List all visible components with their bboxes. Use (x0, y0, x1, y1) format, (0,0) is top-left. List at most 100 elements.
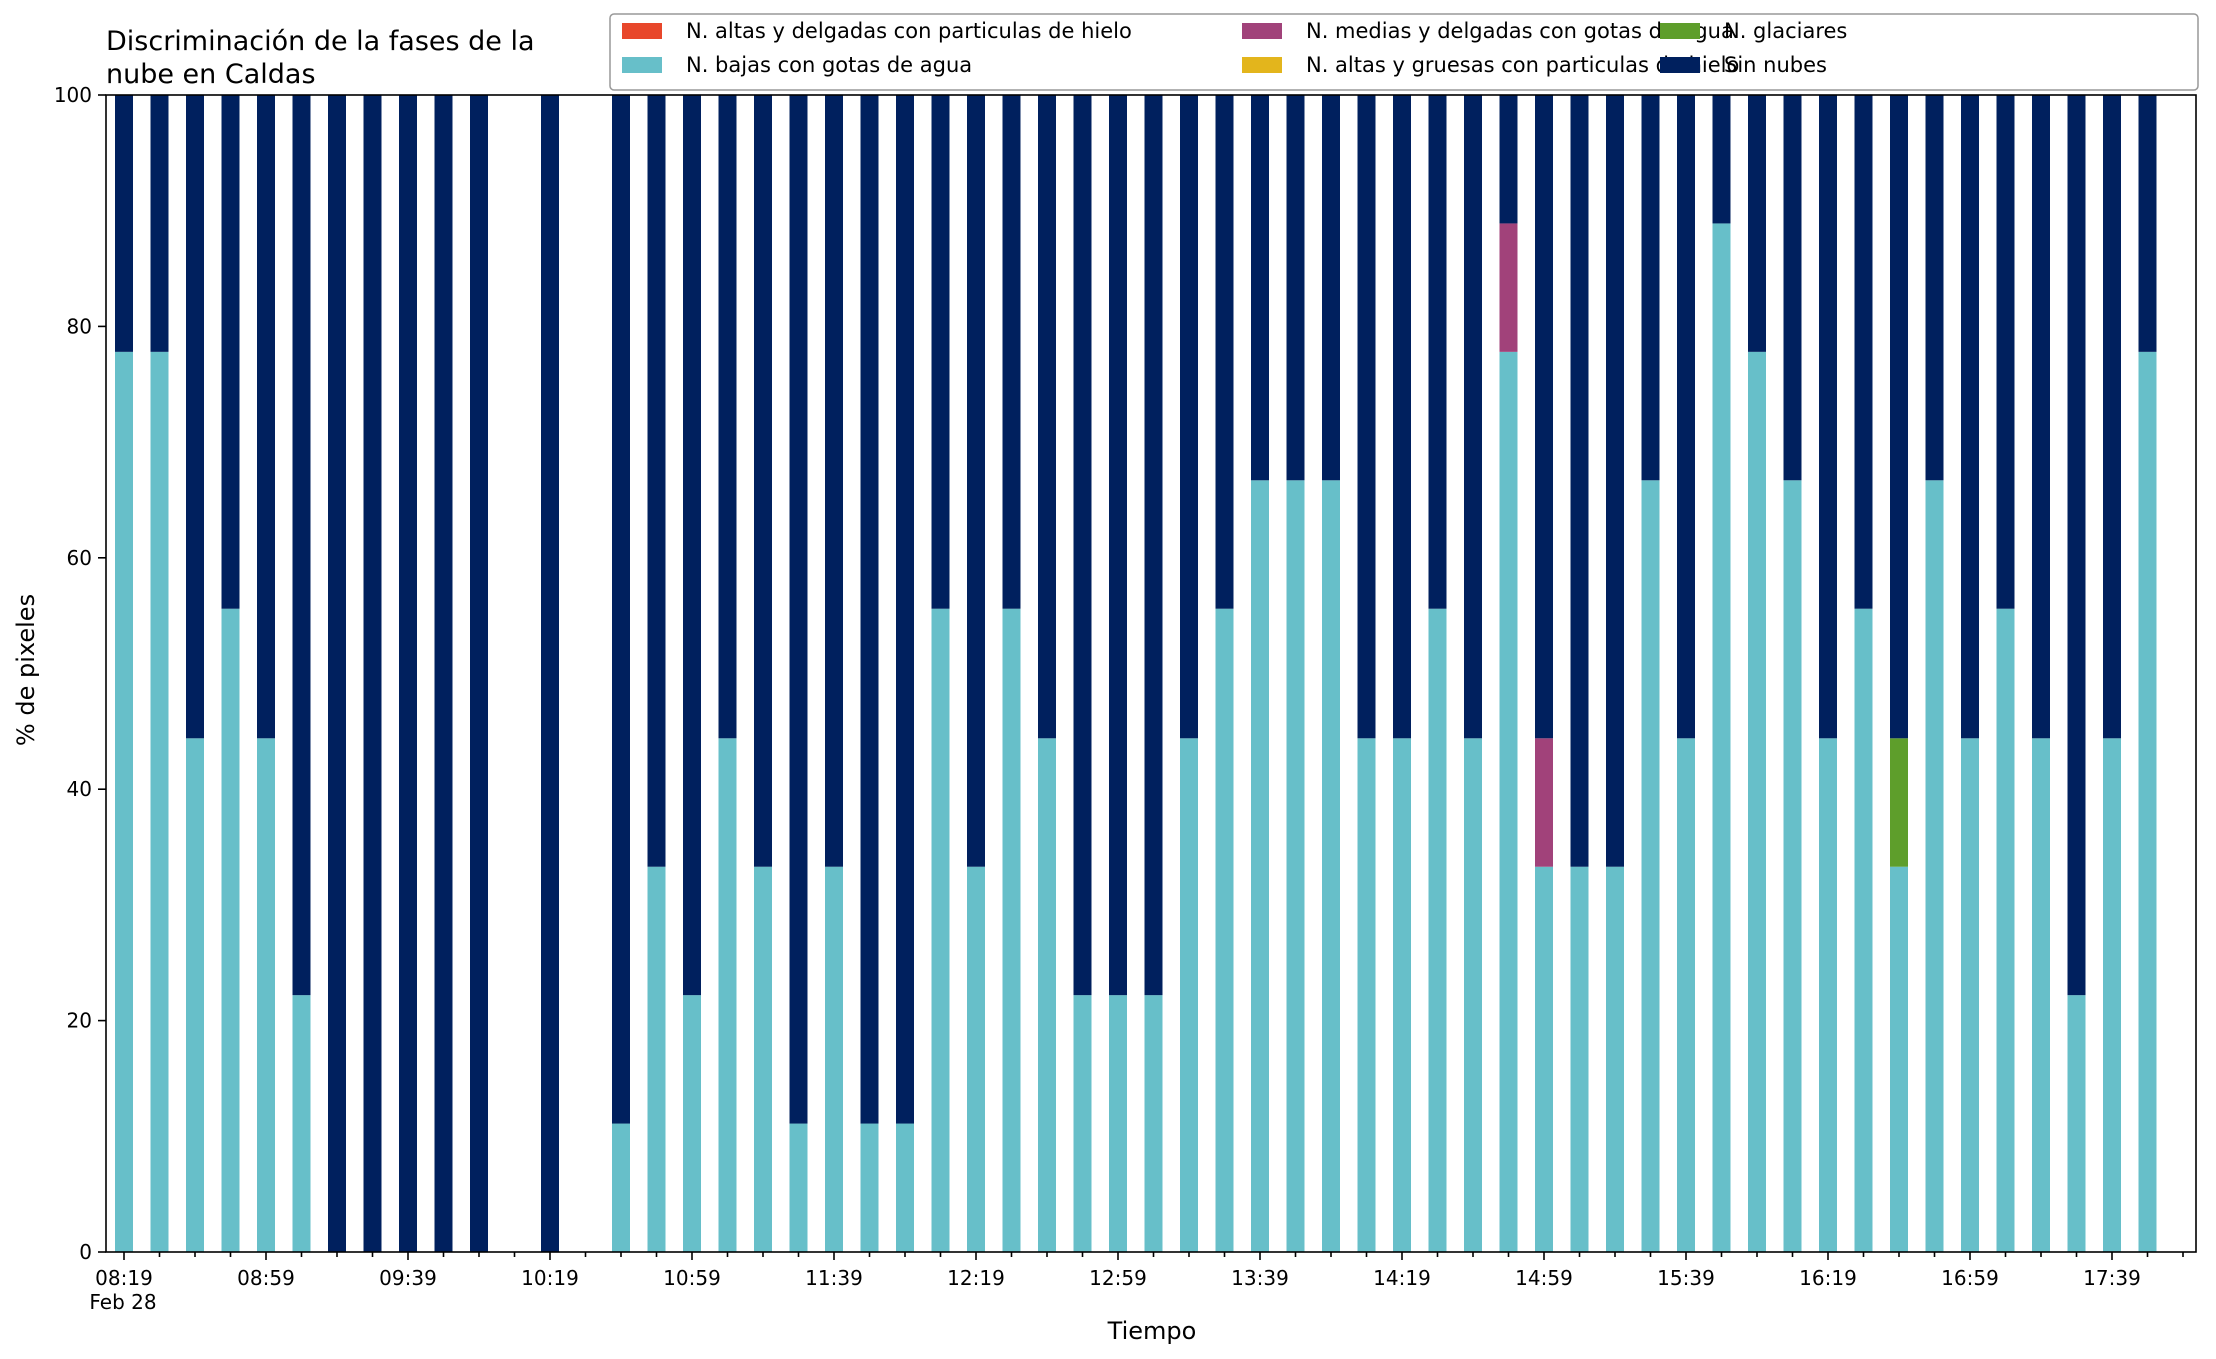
bar-segment-sin_nubes-13:49 (1286, 95, 1305, 481)
legend-swatch-altas_delgadas (622, 23, 662, 39)
bar-segment-bajas-15:59 (1748, 351, 1766, 1253)
bar-segment-bajas-16:19 (1819, 738, 1837, 1252)
x-tick-label: 11:39 (805, 1266, 863, 1290)
bar-segment-bajas-10:59 (683, 995, 701, 1252)
x-tick-label: 10:19 (521, 1266, 579, 1290)
bar-segment-sin_nubes-11:09 (718, 95, 737, 739)
bar-segment-sin_nubes-13:29 (1215, 95, 1234, 609)
ticks-layer: 0 20 40 60 80 100 08:19 08:59 09:39 10:19 10:59 11:… (54, 83, 2184, 1290)
y-tick-label: 80 (67, 314, 92, 338)
bar-segment-bajas-16:09 (1783, 480, 1802, 1252)
bar-segment-sin_nubes-15:59 (1748, 95, 1766, 352)
bar-segment-bajas-14:39 (1464, 738, 1482, 1252)
bar-segment-sin_nubes-16:49 (1925, 95, 1944, 481)
bar-segment-sin_nubes-16:39 (1890, 95, 1908, 739)
bar-segment-bajas-17:49 (2138, 351, 2157, 1253)
bar-segment-bajas-13:29 (1215, 608, 1234, 1252)
bar-segment-bajas-12:39 (1038, 738, 1056, 1252)
bar-segment-sin_nubes-17:09 (1996, 95, 2015, 609)
bar-segment-sin_nubes-13:19 (1180, 95, 1198, 739)
bar-segment-bajas-15:09 (1570, 866, 1589, 1252)
bar-segment-bajas-11:59 (896, 1123, 914, 1252)
legend-label-glaciares: N. glaciares (1724, 19, 1847, 43)
legend-label-altas_delgadas: N. altas y delgadas con particulas de hi… (686, 19, 1132, 43)
bar-segment-glaciares-16:39 (1890, 738, 1908, 867)
bar-segment-sin_nubes-11:49 (860, 95, 879, 1124)
bar-segment-bajas-14:49 (1499, 351, 1518, 1253)
bar-segment-sin_nubes-09:09 (292, 95, 311, 996)
x-tick-label: 16:59 (1941, 1266, 1999, 1290)
bar-segment-sin_nubes-16:59 (1961, 95, 1979, 739)
x-tick-label: 10:59 (663, 1266, 721, 1290)
bar-segment-bajas-16:39 (1890, 866, 1908, 1252)
bar-segment-bajas-15:29 (1641, 480, 1660, 1252)
x-tick-label: 14:59 (1515, 1266, 1573, 1290)
bar-segment-medias-14:59 (1535, 738, 1553, 867)
bar-segment-sin_nubes-11:19 (754, 95, 772, 867)
bar-segment-sin_nubes-11:59 (896, 95, 914, 1124)
bar-segment-bajas-11:09 (718, 738, 737, 1252)
bar-segment-sin_nubes-15:39 (1677, 95, 1695, 739)
bar-segment-sin_nubes-10:49 (647, 95, 666, 867)
bar-segment-sin_nubes-12:29 (1002, 95, 1021, 609)
x-tick-label: 15:39 (1657, 1266, 1715, 1290)
bar-segment-bajas-16:59 (1961, 738, 1979, 1252)
bar-segment-bajas-08:59 (257, 738, 275, 1252)
legend-label-sin_nubes: Sin nubes (1724, 53, 1827, 77)
bar-segment-sin_nubes-08:19 (115, 95, 133, 352)
bar-segment-bajas-14:29 (1428, 608, 1447, 1252)
bar-segment-bajas-15:19 (1606, 866, 1624, 1252)
bar-segment-sin_nubes-12:49 (1073, 95, 1092, 996)
x-tick-label: 17:39 (2083, 1266, 2141, 1290)
bar-segment-sin_nubes-08:39 (186, 95, 204, 739)
bar-segment-sin_nubes-08:59 (257, 95, 275, 739)
bar-segment-sin_nubes-12:59 (1109, 95, 1127, 996)
x-tick-label: 08:19 (95, 1266, 153, 1290)
legend-swatch-bajas (622, 57, 662, 73)
bar-segment-sin_nubes-15:19 (1606, 95, 1624, 867)
bar-segment-sin_nubes-17:19 (2032, 95, 2050, 739)
bar-segment-sin_nubes-14:29 (1428, 95, 1447, 609)
bar-segment-bajas-15:49 (1712, 223, 1731, 1253)
bar-segment-bajas-16:49 (1925, 480, 1944, 1252)
y-axis-label: % de pixeles (12, 594, 40, 746)
bar-segment-bajas-11:19 (754, 866, 772, 1252)
legend-frame (609, 13, 2199, 91)
bar-segment-bajas-17:19 (2032, 738, 2050, 1252)
legend-swatch-glaciares (1660, 23, 1700, 39)
legend-swatch-medias (1242, 23, 1282, 39)
bar-segment-bajas-13:19 (1180, 738, 1198, 1252)
legend: N. altas y delgadas con particulas de hi… (609, 13, 2199, 91)
y-tick-label: 20 (67, 1009, 92, 1033)
bar-segment-sin_nubes-12:19 (967, 95, 985, 867)
bar-segment-sin_nubes-12:09 (931, 95, 950, 609)
bar-segment-bajas-12:09 (931, 608, 950, 1252)
chart-title-line-2: nube en Caldas (106, 59, 316, 90)
bar-segment-bajas-17:29 (2067, 995, 2086, 1252)
bar-segment-sin_nubes-11:39 (825, 95, 843, 867)
bar-segment-sin_nubes-13:09 (1144, 95, 1163, 996)
x-tick-label: 09:39 (379, 1266, 437, 1290)
legend-swatch-sin_nubes (1660, 57, 1700, 73)
bar-segment-sin_nubes-17:49 (2138, 95, 2157, 352)
bar-segment-sin_nubes-14:19 (1393, 95, 1411, 739)
x-axis-date-label: Feb 28 (89, 1290, 156, 1314)
bar-segment-sin_nubes-16:29 (1854, 95, 1873, 609)
x-axis-label: Tiempo (1107, 1317, 1197, 1345)
bar-segment-bajas-12:29 (1002, 608, 1021, 1252)
x-tick-label: 13:39 (1231, 1266, 1289, 1290)
bar-segment-bajas-11:29 (789, 1123, 808, 1252)
x-tick-label: 12:19 (947, 1266, 1005, 1290)
bar-segment-bajas-08:39 (186, 738, 204, 1252)
bar-segment-bajas-10:49 (647, 866, 666, 1252)
bar-segment-bajas-10:39 (612, 1123, 630, 1252)
bar-segment-sin_nubes-10:39 (612, 95, 630, 1124)
bar-segment-bajas-13:49 (1286, 480, 1305, 1252)
bar-segment-bajas-17:39 (2103, 738, 2121, 1252)
bar-segment-sin_nubes-09:19 (328, 95, 346, 1252)
bar-segment-sin_nubes-14:09 (1357, 95, 1376, 739)
y-tick-label: 0 (79, 1240, 92, 1264)
plot-frame (105, 94, 2197, 1253)
bar-segment-bajas-08:49 (221, 608, 240, 1252)
